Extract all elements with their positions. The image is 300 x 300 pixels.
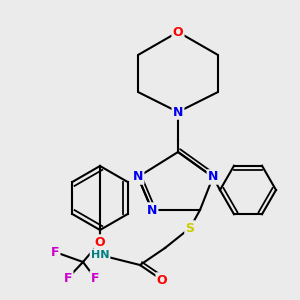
Text: N: N bbox=[147, 203, 157, 217]
Text: N: N bbox=[173, 106, 183, 118]
Text: O: O bbox=[157, 274, 167, 286]
Text: O: O bbox=[95, 236, 105, 248]
Text: HN: HN bbox=[91, 250, 109, 260]
Text: N: N bbox=[133, 170, 143, 184]
Text: O: O bbox=[173, 26, 183, 38]
Text: F: F bbox=[51, 245, 59, 259]
Text: F: F bbox=[91, 272, 99, 284]
Text: S: S bbox=[185, 221, 194, 235]
Text: F: F bbox=[64, 272, 72, 284]
Text: N: N bbox=[208, 170, 218, 184]
